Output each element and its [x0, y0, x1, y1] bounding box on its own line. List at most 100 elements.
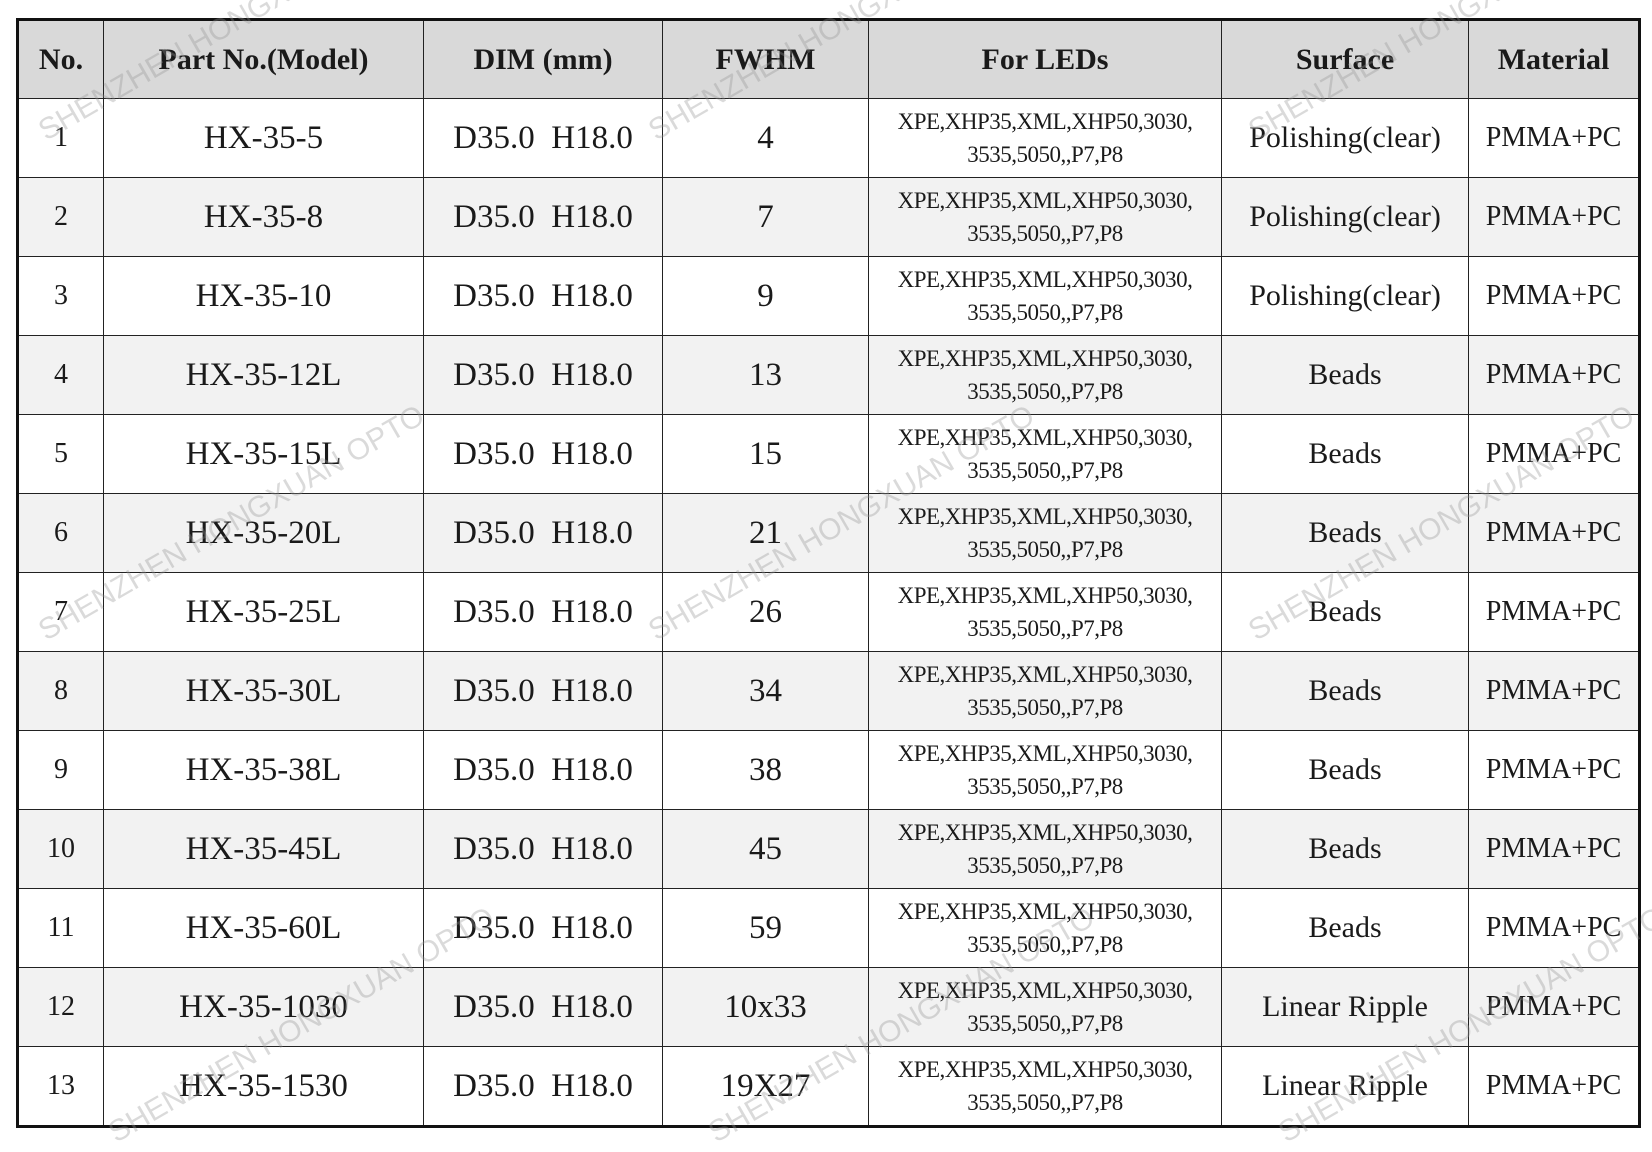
fwhm-cell: 45 — [662, 809, 869, 889]
surface-cell: Beads — [1221, 651, 1469, 731]
fwhm-cell: 9 — [662, 256, 869, 336]
model-cell: HX-35-15L — [103, 414, 424, 494]
leds-line: 3535,5050,,P7,P8 — [967, 300, 1123, 325]
product-spec-table: No. Part No.(Model) DIM (mm) FWHM For LE… — [16, 18, 1641, 1128]
dim-cell: D35.0 H18.0 — [423, 335, 663, 415]
leds-line: 3535,5050,,P7,P8 — [967, 458, 1123, 483]
leds-line: 3535,5050,,P7,P8 — [967, 379, 1123, 404]
leds-cell: XPE,XHP35,XML,XHP50,3030, 3535,5050,,P7,P… — [868, 809, 1222, 889]
material-cell: PMMA+PC — [1468, 177, 1640, 257]
leds-line: 3535,5050,,P7,P8 — [967, 853, 1123, 878]
no: 6 — [17, 493, 104, 573]
dim-cell: D35.0 H18.0 — [423, 967, 663, 1047]
header-fwhm: FWHM — [662, 19, 869, 99]
model-cell: HX-35-10 — [103, 256, 424, 336]
table-row: 4 HX-35-12L D35.0 H18.0 13 XPE,XHP35,XML,XHP… — [17, 335, 1640, 415]
no: 7 — [17, 572, 104, 652]
no: 2 — [17, 177, 104, 257]
fwhm-cell: 26 — [662, 572, 869, 652]
leds-cell: XPE,XHP35,XML,XHP50,3030, 3535,5050,,P7,P… — [868, 98, 1222, 178]
material-cell: PMMA+PC — [1468, 1046, 1640, 1127]
leds-cell: XPE,XHP35,XML,XHP50,3030, 3535,5050,,P7,P… — [868, 888, 1222, 968]
leds-line: XPE,XHP35,XML,XHP50,3030, — [897, 346, 1193, 371]
no: 3 — [17, 256, 104, 336]
material-cell: PMMA+PC — [1468, 809, 1640, 889]
fwhm-cell: 59 — [662, 888, 869, 968]
table-row: 3 HX-35-10 D35.0 H18.0 9 XPE,XHP35,XML,XHP50… — [17, 256, 1640, 336]
model-cell: HX-35-1530 — [103, 1046, 424, 1127]
leds-line: XPE,XHP35,XML,XHP50,3030, — [897, 820, 1193, 845]
leds-line: 3535,5050,,P7,P8 — [967, 695, 1123, 720]
leds-line: XPE,XHP35,XML,XHP50,3030, — [897, 741, 1193, 766]
table-row: 10 HX-35-45L D35.0 H18.0 45 XPE,XHP35,XML,XH… — [17, 809, 1640, 889]
leds-cell: XPE,XHP35,XML,XHP50,3030, 3535,5050,,P7,P… — [868, 177, 1222, 257]
model-cell: HX-35-20L — [103, 493, 424, 573]
fwhm-cell: 21 — [662, 493, 869, 573]
dim-cell: D35.0 H18.0 — [423, 888, 663, 968]
leds-cell: XPE,XHP35,XML,XHP50,3030, 3535,5050,,P7,P… — [868, 256, 1222, 336]
no: 5 — [17, 414, 104, 494]
leds-cell: XPE,XHP35,XML,XHP50,3030, 3535,5050,,P7,P… — [868, 967, 1222, 1047]
leds-line: XPE,XHP35,XML,XHP50,3030, — [897, 899, 1193, 924]
material-cell: PMMA+PC — [1468, 967, 1640, 1047]
table-row: 2 HX-35-8 D35.0 H18.0 7 XPE,XHP35,XML,XHP50,… — [17, 177, 1640, 257]
surface-cell: Beads — [1221, 414, 1469, 494]
surface-cell: Polishing(clear) — [1221, 98, 1469, 178]
leds-line: 3535,5050,,P7,P8 — [967, 774, 1123, 799]
material-cell: PMMA+PC — [1468, 572, 1640, 652]
no: 10 — [17, 809, 104, 889]
leds-cell: XPE,XHP35,XML,XHP50,3030, 3535,5050,,P7,P… — [868, 572, 1222, 652]
dim-cell: D35.0 H18.0 — [423, 572, 663, 652]
model-cell: HX-35-1030 — [103, 967, 424, 1047]
material-cell: PMMA+PC — [1468, 888, 1640, 968]
fwhm-cell: 7 — [662, 177, 869, 257]
material-cell: PMMA+PC — [1468, 256, 1640, 336]
leds-line: XPE,XHP35,XML,XHP50,3030, — [897, 583, 1193, 608]
no: 11 — [17, 888, 104, 968]
surface-cell: Beads — [1221, 572, 1469, 652]
dim-cell: D35.0 H18.0 — [423, 414, 663, 494]
table-row: 9 HX-35-38L D35.0 H18.0 38 XPE,XHP35,XML,XHP… — [17, 730, 1640, 810]
leds-line: XPE,XHP35,XML,XHP50,3030, — [897, 1057, 1193, 1082]
dim-cell: D35.0 H18.0 — [423, 651, 663, 731]
surface-cell: Polishing(clear) — [1221, 177, 1469, 257]
model-cell: HX-35-5 — [103, 98, 424, 178]
header-model: Part No.(Model) — [103, 19, 424, 99]
surface-cell: Polishing(clear) — [1221, 256, 1469, 336]
table-row: 13 HX-35-1530 D35.0 H18.0 19X27 XPE,XHP35,XM… — [17, 1046, 1640, 1127]
dim-cell: D35.0 H18.0 — [423, 493, 663, 573]
surface-cell: Beads — [1221, 493, 1469, 573]
model-cell: HX-35-25L — [103, 572, 424, 652]
leds-cell: XPE,XHP35,XML,XHP50,3030, 3535,5050,,P7,P… — [868, 730, 1222, 810]
dim-cell: D35.0 H18.0 — [423, 256, 663, 336]
leds-line: XPE,XHP35,XML,XHP50,3030, — [897, 267, 1193, 292]
material-cell: PMMA+PC — [1468, 335, 1640, 415]
dim-cell: D35.0 H18.0 — [423, 809, 663, 889]
fwhm-cell: 38 — [662, 730, 869, 810]
no: 1 — [17, 98, 104, 178]
model-cell: HX-35-38L — [103, 730, 424, 810]
no: 9 — [17, 730, 104, 810]
header-surface: Surface — [1221, 19, 1469, 99]
table-row: 5 HX-35-15L D35.0 H18.0 15 XPE,XHP35,XML,XHP… — [17, 414, 1640, 494]
leds-line: 3535,5050,,P7,P8 — [967, 142, 1123, 167]
header-material: Material — [1468, 19, 1640, 99]
table-row: 8 HX-35-30L D35.0 H18.0 34 XPE,XHP35,XML,XHP… — [17, 651, 1640, 731]
leds-line: 3535,5050,,P7,P8 — [967, 1090, 1123, 1115]
surface-cell: Linear Ripple — [1221, 1046, 1469, 1127]
fwhm-cell: 19X27 — [662, 1046, 869, 1127]
no: 13 — [17, 1046, 104, 1127]
surface-cell: Beads — [1221, 809, 1469, 889]
fwhm-cell: 34 — [662, 651, 869, 731]
header-leds: For LEDs — [868, 19, 1222, 99]
leds-cell: XPE,XHP35,XML,XHP50,3030, 3535,5050,,P7,P… — [868, 414, 1222, 494]
model-cell: HX-35-60L — [103, 888, 424, 968]
material-cell: PMMA+PC — [1468, 493, 1640, 573]
no: 8 — [17, 651, 104, 731]
surface-cell: Beads — [1221, 335, 1469, 415]
material-cell: PMMA+PC — [1468, 730, 1640, 810]
leds-line: XPE,XHP35,XML,XHP50,3030, — [897, 662, 1193, 687]
surface-cell: Beads — [1221, 730, 1469, 810]
no: 12 — [17, 967, 104, 1047]
table-row: 11 HX-35-60L D35.0 H18.0 59 XPE,XHP35,XML,XH… — [17, 888, 1640, 968]
